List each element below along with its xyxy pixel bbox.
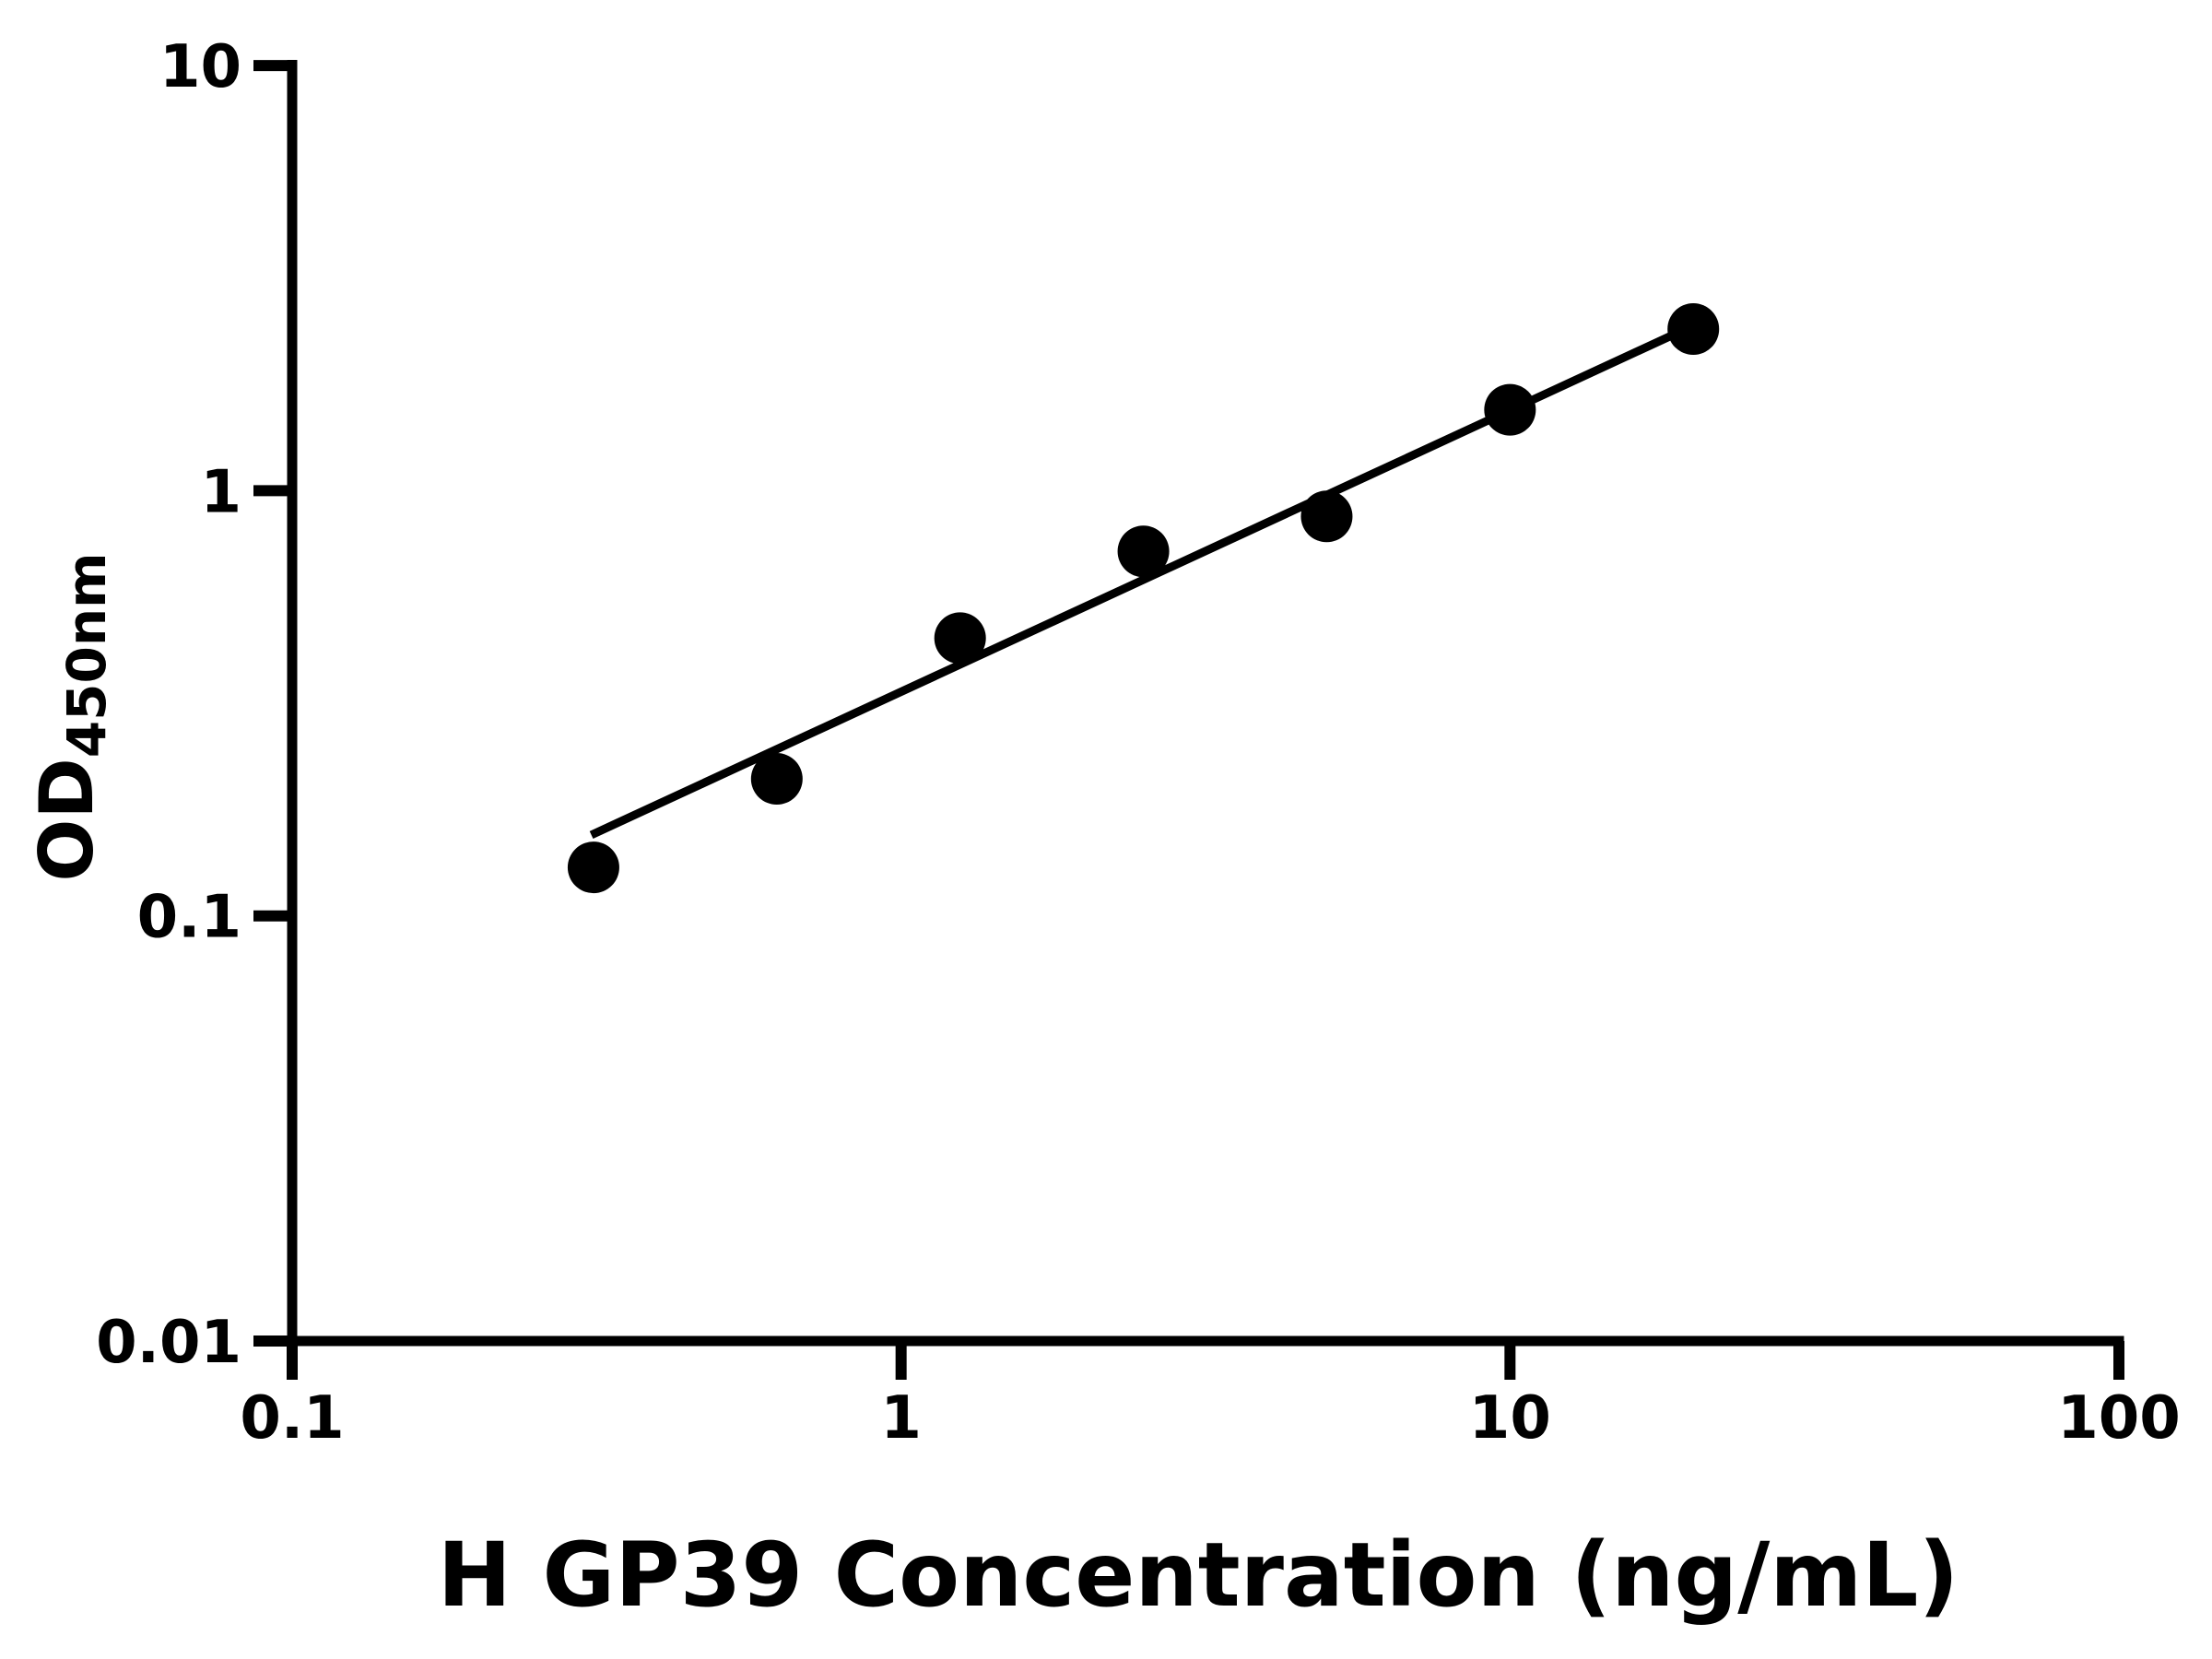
y-axis-title-main: OD bbox=[24, 758, 110, 881]
y-axis: 0.01 0.1 1 10 bbox=[96, 33, 298, 1377]
y-tick-label: 10 bbox=[159, 33, 241, 101]
x-tick-label: 100 bbox=[2057, 1384, 2181, 1453]
y-axis-title-subscript: 450nm bbox=[55, 552, 118, 758]
y-tick-label: 1 bbox=[200, 458, 241, 526]
y-tick-label: 0.1 bbox=[137, 884, 241, 952]
y-axis-title: OD450nm bbox=[24, 552, 118, 881]
x-axis: 0.1 1 10 100 bbox=[240, 1335, 2181, 1453]
y-tick-label: 0.01 bbox=[96, 1309, 241, 1377]
data-point bbox=[1667, 303, 1720, 356]
x-tick-label: 0.1 bbox=[240, 1384, 344, 1453]
x-tick-label: 1 bbox=[880, 1384, 922, 1453]
data-point bbox=[750, 753, 803, 806]
data-point bbox=[1300, 490, 1353, 543]
data-series bbox=[567, 303, 1720, 894]
data-point bbox=[1484, 383, 1536, 436]
x-tick-label: 10 bbox=[1469, 1384, 1551, 1453]
x-axis-title: H GP39 Concentration (ng/mL) bbox=[438, 1524, 1959, 1627]
data-point bbox=[567, 841, 619, 894]
data-point bbox=[1117, 525, 1170, 578]
data-point bbox=[934, 612, 986, 665]
